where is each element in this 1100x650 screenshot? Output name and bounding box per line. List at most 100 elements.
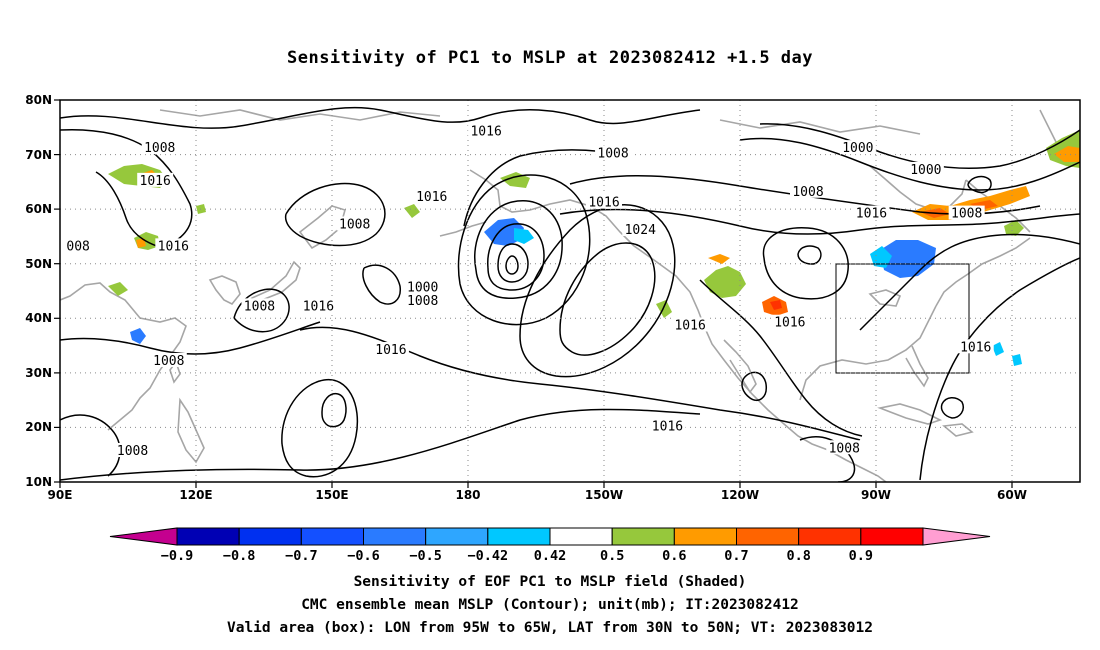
contour-label-bg [241,298,278,313]
contour-label-bg [826,440,863,455]
coast-alaska [469,169,635,247]
contour-label: 1008 [951,207,982,222]
contour-label: 1016 [158,239,189,254]
contour-us-small [797,245,822,265]
colorbar-swatch [860,527,924,546]
contour-label-bg [622,221,659,236]
contour-label: 1008 [117,444,148,459]
colorbar-swatch [673,527,737,546]
shade-orange-west-na [708,254,730,264]
coast-philippines [177,397,205,464]
contour-label-bg [672,317,709,332]
coast-hispaniola [942,423,974,437]
contour-label: 1000 [842,141,873,156]
contour-label-bg [586,194,622,209]
contour-label: 008 [66,239,89,254]
contour-label: 1016 [303,299,334,314]
colorbar-tick-label: −0.42 [468,548,509,564]
contour-us-1016 [762,227,849,300]
contour-label: 1016 [470,125,501,140]
colorbar-swatch [363,527,427,546]
lon-label-60w: 60W [997,488,1027,502]
colorbar-extend-high [922,527,991,546]
contour-atlantic-high [919,257,1080,481]
contour-mexico-1016 [699,279,863,437]
colorbar-swatch [549,527,613,546]
contour-label-bg [413,189,450,204]
contour-pacific-high [519,204,676,378]
contour-label: 1000 [407,280,438,295]
colorbar-tick-label: −0.9 [161,548,194,564]
footer-line-3: Valid area (box): LON from 95W to 65W, L… [226,620,873,636]
lat-label-50n: 50N [25,257,52,271]
contour-label: 1016 [652,419,683,434]
colorbar-swatch [487,527,551,546]
contour-caribbean [799,436,856,482]
coast-east-asia [60,282,187,431]
shade-cyan-atlantic [992,342,1022,366]
colorbar-tick-label: −0.6 [347,548,380,564]
contour-small-high-pacific [281,378,359,478]
lon-label-120w: 120W [721,488,759,502]
coast-arctic-islands [719,119,921,135]
contour-label-bg [300,298,337,313]
contour-label: 1008 [407,294,438,309]
contour-label: 1008 [829,441,860,456]
lon-label-90w: 90W [861,488,891,502]
lon-axis-labels: 90E 120E 150E 180 150W 120W 90W 60W [48,488,1027,502]
contour-label: 1024 [625,223,656,238]
contour-label-bg [64,238,93,253]
contour-label: 1008 [144,141,175,156]
lat-label-40n: 40N [25,311,52,325]
lat-label-20n: 20N [25,420,52,434]
contour-hudson-1000 [967,175,992,194]
lon-label-120e: 120E [179,488,212,502]
contour-label-bg [839,140,876,155]
footer-line-2: CMC ensemble mean MSLP (Contour); unit(m… [301,597,799,613]
contour-label-bg [948,205,985,220]
contour-label: 1008 [339,218,370,233]
contour-label: 1016 [588,196,619,211]
shade-green-plains [656,300,672,318]
lat-label-30n: 30N [25,366,52,380]
lat-label-80n: 80N [25,93,52,107]
coast-north-america-west [633,245,829,451]
coast-florida [905,345,929,388]
colorbar-tick-label: −0.5 [409,548,442,564]
contour-label-bg [141,140,178,155]
shade-cyan-bering [514,228,534,244]
contour-label-bg [137,172,174,187]
shade-orange-greenland [1054,146,1080,162]
contour-label-bg [468,123,505,138]
shade-green-mongolia [108,282,128,296]
contour-kuril [284,182,386,247]
coast-great-lakes [868,289,902,307]
footer-line-1: Sensitivity of EOF PC1 to MSLP field (Sh… [353,574,747,590]
contour-label: 1016 [856,207,887,222]
contour-label: 1000 [910,163,941,178]
colorbar-tick-label: 0.7 [724,548,748,564]
lat-label-70n: 70N [25,148,52,162]
contour-aleutian-inner-2 [487,223,545,291]
shade-blue-china [130,328,146,344]
lon-label-90e: 90E [48,488,73,502]
contour-india [60,414,121,477]
contour-label-bg [957,339,994,354]
contour-label-bg [790,183,826,198]
colorbar-swatch [300,527,365,546]
lon-label-180: 180 [455,488,480,502]
shade-cyan-great-lakes [870,246,892,268]
lat-label-10n: 10N [25,475,52,489]
contour-east-china [60,321,321,355]
contour-label: 1008 [597,147,628,162]
contour-1008-siberia [60,128,193,245]
lat-axis-labels: 80N 70N 60N 50N 40N 30N 20N 10N [25,93,52,489]
contour-1016-south [60,408,701,481]
colorbar-swatch [238,527,302,546]
contour-aleutian-1008 [457,174,591,326]
contour-label-bg [155,238,192,253]
contour-label-bg [649,418,686,433]
shade-green-west-na [704,266,746,298]
contour-label: 1016 [960,340,991,355]
